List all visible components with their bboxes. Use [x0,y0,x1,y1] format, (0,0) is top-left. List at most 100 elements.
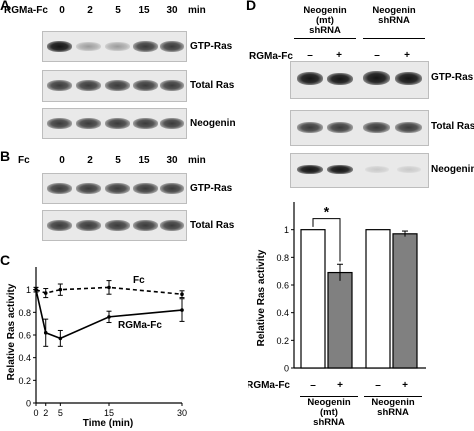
panel-b-gtp-ras-blot [42,173,187,204]
panel-c-legend-rgma: RGMa-Fc [118,320,162,331]
panel-c-xlabel: Time (min) [83,418,133,429]
d-x-sign-1: – [310,380,316,391]
panel-d-group-underline-mt [294,38,356,39]
d-y-tick-label: 0.2 [276,336,289,346]
d-y-tick-label: 0.8 [276,253,289,263]
panel-a-total-ras-blot [42,70,187,102]
d-bar-3 [365,229,391,369]
c-data-point [43,330,48,335]
panel-a-time-30: 30 [166,5,178,16]
panel-d-x-group-kd-overline [364,396,422,397]
panel-a-time-0: 0 [59,5,65,16]
panel-d-group-header-mt: Neogenin (mt) shRNA [293,6,357,36]
panel-d-x-group-mt-line3: shRNA [313,417,345,428]
panel-a-total-ras-label: Total Ras [190,80,235,91]
panel-d-group-underline-kd [363,38,425,39]
panel-c-letter: C [0,252,11,268]
panel-d-group-header-kd: Neogenin shRNA [362,6,426,26]
panel-d-x-group-kd-line1: Neogenin [371,397,415,408]
panel-a-treatment-label: RGMa-Fc [4,5,48,16]
c-x-tick-label: 2 [43,408,48,418]
panel-d-neogenin-label: Neogenin [431,164,474,175]
c-y-tick-label: 1 [26,285,31,295]
panel-b-letter: B [0,148,11,164]
panel-d-total-ras-label: Total Ras [431,121,474,132]
panel-c-legend-fc: Fc [133,275,145,286]
d-x-sign-4: + [402,380,408,391]
c-y-tick-label: 0.4 [18,353,31,363]
panel-d-letter: D [246,0,257,13]
panel-a-time-5: 5 [115,5,121,16]
d-bar-1 [300,229,326,369]
panel-d-sign-4: + [404,50,410,61]
panel-d-group-header-mt-line3: shRNA [309,25,341,36]
d-y-tick-label: 0.6 [276,281,289,291]
panel-b-total-ras-label: Total Ras [190,220,235,231]
panel-d-bar-chart: 0 0.2 0.4 0.6 0.8 1 – + – + Relative Ras activit… [248,202,426,391]
panel-d-group-header-mt-line1: Neogenin [303,5,347,16]
d-significance-bracket [312,218,341,262]
panel-a-letter: A [0,0,11,13]
c-x-tick-label: 5 [58,408,63,418]
panel-d-treatment-label: RGMa-Fc [249,51,293,62]
c-y-tick-label: 0.8 [18,308,31,318]
c-x-tick-label: 15 [104,408,114,418]
c-data-point [180,308,184,312]
panel-d-group-header-kd-line2: shRNA [378,15,410,26]
panel-d-sign-2: + [336,50,342,61]
c-data-point [107,315,111,319]
d-bar-2 [327,271,353,369]
panel-b-time-2: 2 [87,155,93,166]
panel-a-gtp-ras-blot [42,31,187,62]
panel-b-time-5: 5 [115,155,121,166]
panel-b-unit: min [188,155,206,166]
panel-d-gtp-ras-blot [290,61,429,99]
c-y-tick-label: 0 [26,399,31,409]
panel-c-ylabel: Relative Ras activity [6,283,17,380]
d-x-sign-2: + [337,380,343,391]
panel-d-x-treatment-label: RGMa-Fc [248,380,290,391]
c-data-point [107,285,111,290]
panel-d-neogenin-blot [290,153,429,188]
panel-a-neogenin-label: Neogenin [190,118,236,129]
c-data-point [43,291,48,295]
panel-c-line-chart: 00.20.40.60.810 2 5 15 30 Relative Ras activ… [6,267,187,429]
panel-d-x-group-mt-overline [300,396,358,397]
d-x-sign-3: – [375,380,381,391]
panel-d-group-header-mt-line2: (mt) [316,15,334,26]
panel-d-ylabel: Relative Ras activity [256,249,267,346]
c-data-point [34,287,38,292]
c-data-point [58,336,63,341]
panel-b-time-15: 15 [138,155,150,166]
panel-a-gtp-ras-label: GTP-Ras [190,41,233,52]
d-bar-4 [392,233,418,369]
c-x-tick-label: 30 [177,408,187,418]
panel-d-x-group-mt: Neogenin (mt) shRNA [298,398,360,428]
d-y-tick-label: 0 [284,364,289,374]
panel-d-group-header-kd-line1: Neogenin [372,5,416,16]
c-x-tick-label: 0 [33,408,38,418]
panel-a-time-15: 15 [138,5,150,16]
panel-d-sign-1: – [307,50,313,61]
panel-d-x-group-kd-line2: shRNA [377,407,409,418]
panel-a-unit: min [188,5,206,16]
panel-d-gtp-ras-label: GTP-Ras [431,72,474,83]
panel-d-x-group-mt-line1: Neogenin [307,397,351,408]
c-y-tick-label: 0.2 [18,376,31,386]
panel-d-sign-3: – [374,50,380,61]
c-data-point [58,287,63,292]
panel-b-time-30: 30 [166,155,178,166]
panel-a-neogenin-blot [42,108,187,139]
panel-d-x-group-kd: Neogenin shRNA [362,398,424,418]
d-y-tick-label: 0.4 [276,308,289,318]
panel-d-total-ras-blot [290,110,429,146]
panel-a-time-2: 2 [87,5,93,16]
panel-b-treatment-label: Fc [18,155,30,166]
panel-b-time-0: 0 [59,155,65,166]
c-data-point [180,292,184,296]
panel-b-gtp-ras-label: GTP-Ras [190,183,233,194]
panel-d-significance: * [324,204,330,220]
c-series-line-fc [35,286,183,295]
panel-d-x-group-mt-line2: (mt) [320,407,338,418]
d-y-tick-label: 1 [284,225,289,235]
